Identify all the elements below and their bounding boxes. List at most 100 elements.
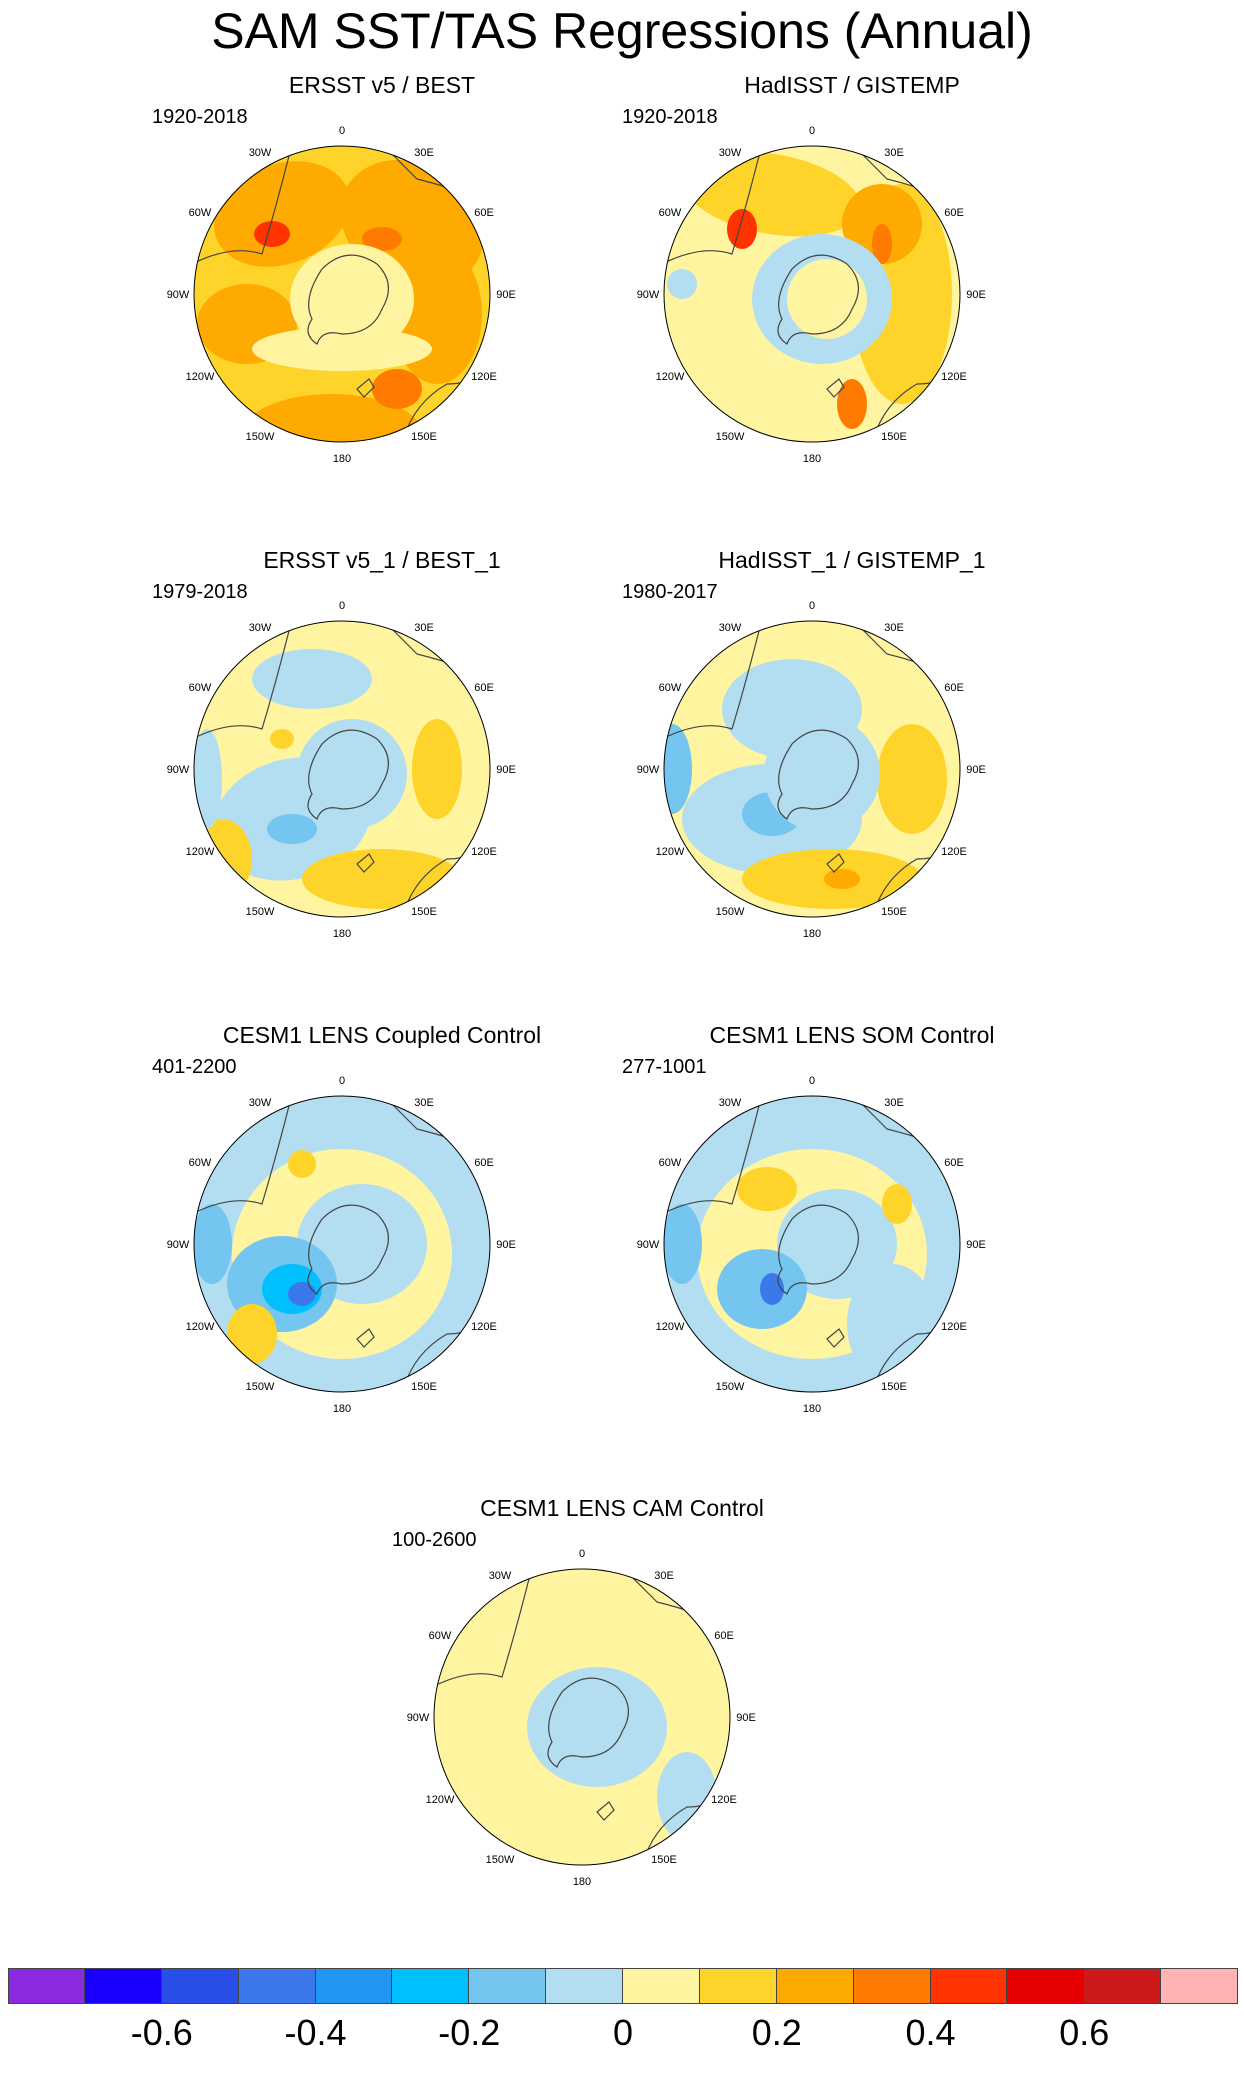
panel-title: HadISST_1 / GISTEMP_1: [718, 547, 986, 573]
longitude-label: 150W: [486, 1854, 515, 1866]
panel-title: CESM1 LENS Coupled Control: [222, 1022, 542, 1048]
longitude-label: 150W: [716, 906, 745, 918]
map-boundary: [193, 145, 491, 443]
longitude-label: 90E: [496, 1239, 516, 1251]
longitude-label: 60W: [189, 682, 212, 694]
colorbar-swatch: [546, 1968, 623, 2004]
anomaly-region: [252, 649, 372, 709]
anomaly-region: [288, 1282, 316, 1306]
longitude-label: 60W: [429, 1630, 452, 1642]
polar-map: 0 30E 60E 90E 120E 150E 180 150W 120W 90W 60W 30W: [167, 1075, 516, 1415]
longitude-label: 180: [333, 928, 351, 940]
new-zealand-coast: [826, 378, 845, 398]
colorbar-swatch: [853, 1968, 931, 2004]
map-panel-hadisst-gistemp: HadISST / GISTEMP 1920-2018 0 30E 60E 90E 12…: [622, 72, 1082, 542]
antarctica-coast: [777, 729, 859, 820]
longitude-label: 60E: [474, 682, 494, 694]
colorbar-tick-label: 0.2: [751, 2012, 802, 2053]
longitude-label: 90E: [736, 1712, 756, 1724]
anomaly-region: [194, 729, 222, 829]
polar-map: 0 30E 60E 90E 120E 150E 180 150W 120W 90W 60W 30W: [637, 1075, 986, 1415]
longitude-label: 180: [803, 453, 821, 465]
colorbar-swatch: [315, 1968, 393, 2004]
colorbar-swatch: [699, 1968, 777, 2004]
longitude-label: 90E: [496, 289, 516, 301]
period-label: 1979-2018: [152, 581, 248, 603]
longitude-label: 90E: [966, 1239, 986, 1251]
colorbar-swatch: [161, 1968, 239, 2004]
longitude-label: 120W: [656, 1321, 685, 1333]
longitude-label: 150W: [716, 1381, 745, 1393]
longitude-label: 30E: [414, 622, 434, 634]
panel-title: CESM1 LENS SOM Control: [709, 1022, 995, 1048]
period-label: 100-2600: [392, 1529, 477, 1551]
longitude-label: 30W: [719, 1097, 742, 1109]
period-label: 1980-2017: [622, 581, 718, 603]
longitude-label: 150E: [881, 906, 907, 918]
anomaly-region: [194, 819, 252, 899]
map-boundary: [663, 1095, 961, 1393]
anomaly-region: [847, 1264, 937, 1384]
anomaly-region: [254, 221, 290, 247]
longitude-label: 120W: [186, 371, 215, 383]
longitude-label: 30W: [249, 622, 272, 634]
anomaly-region: [664, 724, 692, 814]
colorbar-tick-label: -0.6: [130, 2012, 193, 2053]
longitude-label: 30E: [414, 1097, 434, 1109]
longitude-label: 90W: [637, 1239, 660, 1251]
longitude-label: 180: [333, 453, 351, 465]
longitude-label: 150W: [246, 906, 275, 918]
longitude-label: 120W: [186, 1321, 215, 1333]
longitude-label: 60W: [189, 207, 212, 219]
figure-title: SAM SST/TAS Regressions (Annual): [211, 3, 1033, 59]
polar-map: 0 30E 60E 90E 120E 150E 180 150W 120W 90W 60W 30W: [637, 600, 986, 940]
anomaly-region: [824, 869, 860, 889]
longitude-label: 30E: [884, 147, 904, 159]
antarctica-coast: [777, 254, 859, 345]
anomaly-region: [877, 724, 947, 834]
antarctica-coast: [307, 254, 389, 345]
new-zealand-coast: [596, 1801, 615, 1821]
anomaly-region: [270, 729, 294, 749]
longitude-label: 30W: [719, 147, 742, 159]
anomaly-region: [664, 1204, 702, 1284]
longitude-label: 120E: [711, 1794, 737, 1806]
anomaly-region: [760, 1273, 784, 1305]
longitude-label: 180: [573, 1876, 591, 1888]
antarctica-coast: [547, 1677, 629, 1768]
longitude-label: 60E: [714, 1630, 734, 1642]
longitude-label: 60W: [659, 1157, 682, 1169]
panel-title: HadISST / GISTEMP: [744, 72, 960, 98]
south-america-coast: [434, 1569, 533, 1688]
period-label: 1920-2018: [152, 106, 248, 128]
anomaly-region: [194, 1204, 232, 1284]
map-field: [194, 621, 490, 917]
colorbar-tick-label: -0.2: [438, 2012, 501, 2053]
coastlines: [664, 1096, 958, 1392]
anomaly-region: [667, 269, 697, 299]
south-america-coast: [664, 146, 763, 265]
colorbar: [8, 1968, 1238, 2004]
polar-map: 0 30E 60E 90E 120E 150E 180 150W 120W 90W 60W 30W: [407, 1548, 756, 1888]
map-boundary: [193, 1095, 491, 1393]
longitude-label: 120W: [186, 846, 215, 858]
longitude-label: 60E: [474, 207, 494, 219]
longitude-label: 30W: [249, 1097, 272, 1109]
anomaly-region: [362, 227, 402, 251]
period-label: 401-2200: [152, 1056, 237, 1078]
longitude-label: 60E: [944, 1157, 964, 1169]
panel-title: ERSST v5_1 / BEST_1: [263, 547, 501, 573]
longitude-label: 120W: [656, 846, 685, 858]
longitude-label: 60W: [659, 682, 682, 694]
longitude-label: 120E: [471, 1321, 497, 1333]
colorbar-swatch: [238, 1968, 316, 2004]
longitude-label: 90E: [496, 764, 516, 776]
colorbar-swatch: [8, 1968, 85, 2004]
colorbar-tick-label: 0.6: [1059, 2012, 1110, 2053]
anomaly-region: [214, 161, 350, 267]
longitude-label: 120W: [426, 1794, 455, 1806]
map-field: [434, 1569, 730, 1865]
anomaly-region: [657, 1752, 717, 1842]
colorbar-swatch: [392, 1968, 470, 2004]
longitude-label: 0: [339, 600, 345, 612]
